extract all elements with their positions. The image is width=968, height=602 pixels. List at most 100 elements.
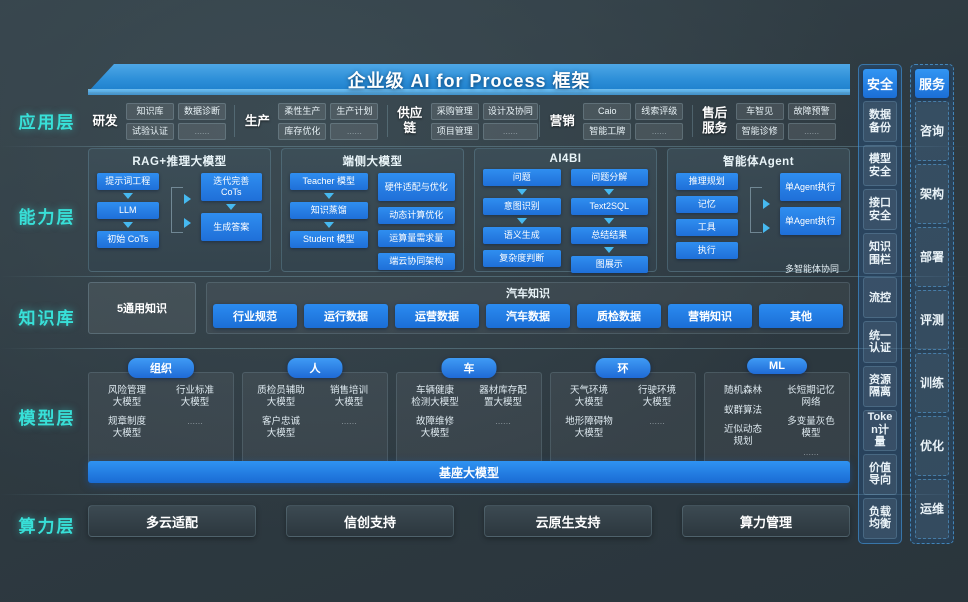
capability-chip[interactable]: 记忆	[676, 196, 738, 213]
model-item[interactable]: 随机森林	[723, 385, 762, 396]
model-card-pill[interactable]: 环	[595, 358, 651, 378]
capability-chip[interactable]: 复杂度判断	[483, 250, 561, 267]
model-item[interactable]: 行业标准 大模型	[175, 385, 214, 408]
model-item[interactable]: 车辆健康 检测大模型	[411, 385, 459, 408]
capability-chip[interactable]: 端云协同架构	[377, 253, 455, 270]
model-item[interactable]: 蚁群算法	[723, 404, 762, 416]
compute-card[interactable]: 信创支持	[286, 505, 454, 537]
capability-chip[interactable]: 硬件适配与优化	[377, 173, 455, 201]
service-rail-item[interactable]: 优化	[915, 416, 949, 476]
capability-chip[interactable]: 语义生成	[483, 227, 561, 244]
service-rail-item[interactable]: 部署	[915, 227, 949, 287]
application-cell[interactable]: 车智见	[735, 102, 784, 120]
capability-chip[interactable]: 总结结果	[570, 227, 648, 244]
capability-chip[interactable]: 问题	[483, 169, 561, 186]
security-rail-item[interactable]: 资源隔离	[863, 365, 897, 407]
capability-chip[interactable]: 生成答案	[200, 213, 262, 241]
application-cell[interactable]: 项目管理	[430, 122, 479, 140]
security-rail-item[interactable]: 接口安全	[863, 189, 897, 231]
model-item[interactable]: 行驶环境 大模型	[637, 385, 676, 408]
security-rail-item[interactable]: 模型安全	[863, 145, 897, 187]
capability-chip[interactable]: LLM	[97, 202, 159, 219]
model-card-pill[interactable]: 组织	[128, 358, 194, 378]
model-item[interactable]: 故障维修 大模型	[415, 416, 454, 439]
model-item[interactable]: 天气环境 大模型	[569, 385, 608, 408]
model-item[interactable]: 近似动态 规划	[723, 424, 762, 447]
application-cell[interactable]: ......	[178, 122, 226, 140]
capability-chip[interactable]: 工具	[676, 219, 738, 236]
capability-chip[interactable]: 迭代完善 CoTs	[200, 173, 262, 201]
model-item[interactable]: ......	[649, 416, 665, 427]
security-rail-item[interactable]: 负载均衡	[863, 497, 897, 539]
capability-chip[interactable]: 问题分解	[570, 169, 648, 186]
knowledge-chip[interactable]: 营销知识	[668, 304, 752, 328]
compute-card[interactable]: 算力管理	[682, 505, 850, 537]
application-cell[interactable]: 故障预警	[787, 102, 836, 120]
application-cell[interactable]: 柔性生产	[278, 102, 327, 120]
security-rail-item[interactable]: Token计量	[863, 409, 897, 451]
application-cell[interactable]: 线索评级	[635, 102, 684, 120]
capability-chip[interactable]: 推理规划	[676, 173, 738, 190]
application-cell[interactable]: ......	[330, 122, 379, 140]
service-rail-item[interactable]: 咨询	[915, 101, 949, 161]
capability-chip[interactable]: 单Agent执行	[779, 173, 841, 201]
service-rail-item[interactable]: 架构	[915, 164, 949, 224]
capability-chip[interactable]: 单Agent执行	[779, 207, 841, 235]
capability-chip[interactable]: 执行	[676, 242, 738, 259]
compute-card[interactable]: 多云适配	[88, 505, 256, 537]
model-card-pill[interactable]: 车	[441, 358, 497, 378]
model-item[interactable]: 多变量灰色 模型	[787, 416, 835, 439]
model-card-pill[interactable]: 人	[287, 358, 343, 378]
capability-chip[interactable]: Text2SQL	[570, 198, 648, 215]
service-rail-item[interactable]: 评测	[915, 290, 949, 350]
application-cell[interactable]: 智能工牌	[583, 122, 632, 140]
knowledge-chip[interactable]: 运营数据	[395, 304, 479, 328]
knowledge-chip[interactable]: 汽车数据	[486, 304, 570, 328]
model-item[interactable]: 风险管理 大模型	[107, 385, 146, 408]
service-rail-item[interactable]: 训练	[915, 353, 949, 413]
model-item[interactable]: 地形障碍物 大模型	[565, 416, 613, 439]
model-item[interactable]: 客户忠诚 大模型	[261, 416, 300, 439]
capability-chip[interactable]: Teacher 模型	[290, 173, 368, 190]
application-cell[interactable]: 知识库	[126, 102, 174, 120]
application-cell[interactable]: ......	[635, 122, 684, 140]
capability-chip[interactable]: Student 模型	[290, 231, 368, 248]
model-item[interactable]: 长短期记忆 网络	[787, 385, 835, 408]
application-cell[interactable]: 智能诊修	[735, 122, 784, 140]
security-rail-item[interactable]: 流控	[863, 277, 897, 319]
security-rail-item[interactable]: 知识围栏	[863, 233, 897, 275]
application-cell[interactable]: Caio	[583, 102, 632, 120]
capability-chip[interactable]: 提示词工程	[97, 173, 159, 190]
security-rail-item[interactable]: 数据备份	[863, 101, 897, 143]
model-item[interactable]: 器材库存配 置大模型	[479, 385, 527, 408]
model-item[interactable]: 规章制度 大模型	[107, 416, 146, 439]
capability-chip[interactable]: 运算量需求量	[377, 230, 455, 247]
application-cell[interactable]: 生产计划	[330, 102, 379, 120]
model-item[interactable]: 销售培训 大模型	[329, 385, 368, 408]
knowledge-chip[interactable]: 行业规范	[213, 304, 297, 328]
model-item[interactable]: 质检员辅助 大模型	[257, 385, 305, 408]
application-cell[interactable]: 试验认证	[126, 122, 174, 140]
security-rail-item[interactable]: 统一认证	[863, 321, 897, 363]
knowledge-chip[interactable]: 运行数据	[304, 304, 388, 328]
application-cell[interactable]: 数据诊断	[178, 102, 226, 120]
capability-chip[interactable]: 意图识别	[483, 198, 561, 215]
knowledge-chip[interactable]: 其他	[759, 304, 843, 328]
service-rail-item[interactable]: 运维	[915, 479, 949, 539]
capability-chip[interactable]: 初始 CoTs	[97, 231, 159, 248]
application-cell[interactable]: 设计及协同	[482, 102, 538, 120]
application-cell[interactable]: ......	[787, 122, 836, 140]
capability-chip[interactable]: 图展示	[570, 256, 648, 273]
application-cell[interactable]: ......	[482, 122, 538, 140]
compute-card[interactable]: 云原生支持	[484, 505, 652, 537]
security-rail-item[interactable]: 价值导向	[863, 453, 897, 495]
capability-chip[interactable]: 动态计算优化	[377, 207, 455, 224]
capability-chip[interactable]: 知识蒸馏	[290, 202, 368, 219]
model-item[interactable]: ......	[187, 416, 203, 427]
application-cell[interactable]: 采购管理	[430, 102, 479, 120]
application-cell[interactable]: 库存优化	[278, 122, 327, 140]
model-item[interactable]: ......	[495, 416, 511, 427]
model-item[interactable]: ......	[803, 447, 819, 458]
model-card-pill[interactable]: ML	[747, 358, 807, 374]
knowledge-chip[interactable]: 质检数据	[577, 304, 661, 328]
